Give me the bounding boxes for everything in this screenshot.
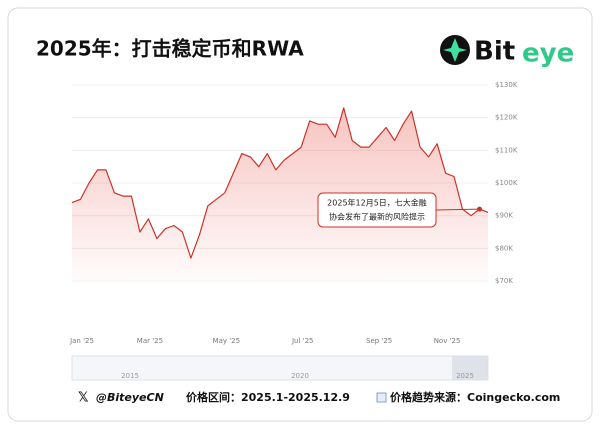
handle: @BiteyeCN [96, 391, 164, 404]
logo-text: Bit [474, 37, 515, 67]
navigator-selection [452, 356, 488, 380]
navigator-label: 2015 [121, 372, 139, 380]
title: 2025年：打击稳定币和RWA [36, 37, 304, 61]
navigator-label: 2020 [291, 372, 309, 380]
x-tick-label: Mar '25 [137, 337, 163, 345]
logo-text-accent: eye [522, 39, 574, 69]
x-tick-label: Nov '25 [434, 337, 461, 345]
source: 价格趋势来源：Coingecko.com [390, 390, 560, 404]
y-tick-label: $90K [495, 212, 513, 220]
x-tick-label: Jul '25 [291, 337, 314, 345]
navigator-box [71, 355, 489, 381]
price-line [71, 107, 489, 259]
y-tick-label: $70K [495, 277, 513, 285]
y-tick-label: $120K [495, 114, 518, 122]
source-icon [376, 392, 387, 403]
x-tick-label: Jan '25 [69, 337, 94, 345]
x-icon: 𝕏 [78, 391, 89, 406]
footer: 𝕏 @BiteyeCN 价格区间：2025.1-2025.12.9 价格趋势来源… [78, 390, 560, 406]
annotation-text: 2025年12月5日，七大金融 [327, 198, 427, 208]
navigator [71, 355, 489, 381]
x-tick-label: Sep '25 [366, 337, 392, 345]
annotation-connector [435, 208, 480, 211]
navigator-label: 2025 [456, 372, 474, 380]
annotation-point [477, 206, 483, 212]
plot: $70K $80K $90K $100K $110K $120K $130K Jan '25 M… [69, 81, 518, 345]
annotation-text: 协会发布了最新的风险提示 [329, 212, 425, 222]
price-range: 价格区间：2025.1-2025.12.9 [186, 390, 350, 404]
area [72, 107, 488, 282]
logo-star [443, 38, 467, 62]
logo: Bit eye [440, 35, 574, 69]
x-tick-label: May '25 [213, 337, 241, 345]
y-tick-label: $130K [495, 81, 518, 89]
y-tick-label: $110K [495, 146, 518, 154]
y-tick-label: $80K [495, 244, 513, 252]
y-tick-label: $100K [495, 179, 518, 187]
